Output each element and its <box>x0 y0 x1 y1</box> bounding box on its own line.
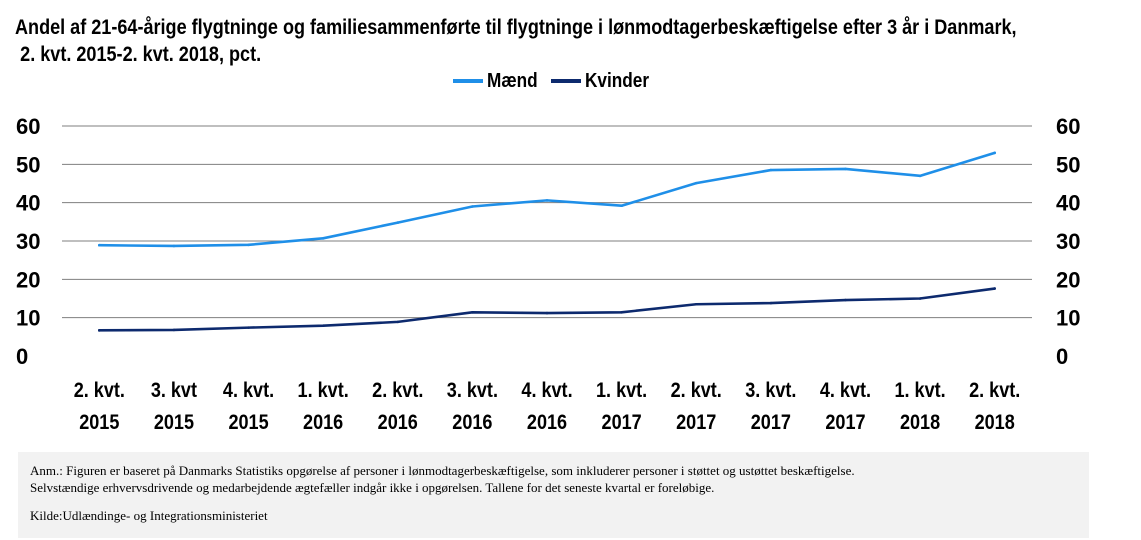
data-point-kvinder-9 <box>769 301 773 305</box>
legend-label-maend: Mænd <box>487 69 538 92</box>
x-tick-label-8-quarter: 2. kvt. <box>671 379 722 403</box>
footnote-box: Anm.: Figuren er baseret på Danmarks Sta… <box>18 452 1089 538</box>
x-tick-label-7-year: 2017 <box>602 411 642 435</box>
x-tick-label-2-quarter: 4. kvt. <box>223 379 274 403</box>
x-tick-label-1-year: 2015 <box>154 411 194 435</box>
data-point-kvinder-6 <box>545 311 549 315</box>
legend-label-kvinder: Kvinder <box>585 69 650 92</box>
data-point-maend-9 <box>769 168 773 172</box>
x-tick-label-12-year: 2018 <box>975 411 1015 435</box>
note-line-1: Anm.: Figuren er baseret på Danmarks Sta… <box>30 463 855 478</box>
data-point-maend-0 <box>98 243 101 247</box>
data-point-maend-12 <box>993 151 996 155</box>
y-tick-right-50: 50 <box>1056 152 1080 177</box>
line-chart: 0 0 10 10 20 20 30 30 40 40 50 50 60 60 2. kvt. 2015 3. … <box>16 114 1080 435</box>
legend: Mænd Kvinder <box>0 68 1141 94</box>
x-tick-label-4-quarter: 2. kvt. <box>372 379 423 403</box>
x-tick-label-6-quarter: 4. kvt. <box>521 379 572 403</box>
note-line-2: Selvstændige erhvervsdrivende og medarbe… <box>30 480 715 495</box>
title-line-1: Andel af 21-64-årige flygtninge og famil… <box>15 16 1017 39</box>
x-tick-label-11-year: 2018 <box>900 411 940 435</box>
data-point-kvinder-10 <box>844 298 847 302</box>
y-tick-left-30: 30 <box>16 229 40 254</box>
x-tick-label-5-quarter: 3. kvt. <box>447 379 498 403</box>
data-point-maend-7 <box>620 204 623 208</box>
data-point-maend-10 <box>844 167 847 171</box>
data-point-maend-6 <box>545 199 549 202</box>
data-point-maend-11 <box>918 174 922 178</box>
data-point-kvinder-8 <box>694 302 698 306</box>
data-point-maend-2 <box>247 243 250 247</box>
x-tick-label-3-year: 2016 <box>303 411 343 435</box>
x-tick-label-7-quarter: 1. kvt. <box>596 379 647 403</box>
x-tick-label-12-quarter: 2. kvt. <box>969 379 1020 403</box>
data-point-kvinder-5 <box>471 311 474 314</box>
x-tick-label-3-quarter: 1. kvt. <box>298 379 349 403</box>
data-point-kvinder-4 <box>396 320 400 324</box>
x-tick-label-4-year: 2016 <box>378 411 418 435</box>
chart-title: Andel af 21-64-årige flygtninge og famil… <box>15 14 1017 68</box>
y-tick-left-60: 60 <box>16 114 40 139</box>
y-tick-right-0: 0 <box>1056 344 1068 369</box>
y-tick-right-40: 40 <box>1056 191 1080 216</box>
legend-item-kvinder: Kvinder <box>551 68 659 94</box>
x-tick-label-9-quarter: 3. kvt. <box>745 379 796 403</box>
y-tick-right-60: 60 <box>1056 114 1080 139</box>
x-tick-label-8-year: 2017 <box>676 411 716 435</box>
data-point-kvinder-3 <box>321 324 325 328</box>
y-tick-left-50: 50 <box>16 152 40 177</box>
x-tick-label-10-quarter: 4. kvt. <box>820 379 871 403</box>
x-tick-label-9-year: 2017 <box>751 411 791 435</box>
x-tick-label-10-year: 2017 <box>825 411 865 435</box>
data-point-kvinder-0 <box>98 329 101 332</box>
x-tick-label-6-year: 2016 <box>527 411 567 435</box>
data-point-kvinder-11 <box>918 297 922 300</box>
y-tick-right-20: 20 <box>1056 267 1080 292</box>
data-point-kvinder-7 <box>620 311 623 314</box>
source-line: Kilde:Udlændinge- og Integrationsministe… <box>30 508 268 523</box>
x-tick-label-0-quarter: 2. kvt. <box>74 379 125 403</box>
data-point-maend-5 <box>471 205 474 208</box>
data-point-maend-3 <box>321 237 325 240</box>
legend-item-maend: Mænd <box>453 68 546 94</box>
x-tick-label-5-year: 2016 <box>452 411 492 435</box>
data-point-maend-4 <box>396 221 400 224</box>
y-tick-left-0: 0 <box>16 344 28 369</box>
y-tick-left-10: 10 <box>16 306 40 331</box>
data-point-kvinder-1 <box>172 328 176 332</box>
y-tick-left-40: 40 <box>16 191 40 216</box>
data-point-maend-1 <box>172 244 176 248</box>
y-tick-right-10: 10 <box>1056 306 1080 331</box>
data-point-kvinder-2 <box>247 326 250 329</box>
series-line-kvinder <box>98 287 996 332</box>
legend-swatch-kvinder <box>551 79 581 83</box>
x-tick-label-1-quarter: 3. kvt <box>151 379 198 403</box>
x-tick-label-11-quarter: 1. kvt. <box>894 379 945 403</box>
x-tick-label-0-year: 2015 <box>79 411 119 435</box>
data-point-maend-8 <box>694 181 698 185</box>
y-tick-right-30: 30 <box>1056 229 1080 254</box>
y-tick-left-20: 20 <box>16 267 40 292</box>
legend-swatch-maend <box>453 79 483 83</box>
title-line-2: 2. kvt. 2015-2. kvt. 2018, pct. <box>20 43 262 66</box>
x-tick-label-2-year: 2015 <box>228 411 268 435</box>
data-point-kvinder-12 <box>993 287 996 290</box>
